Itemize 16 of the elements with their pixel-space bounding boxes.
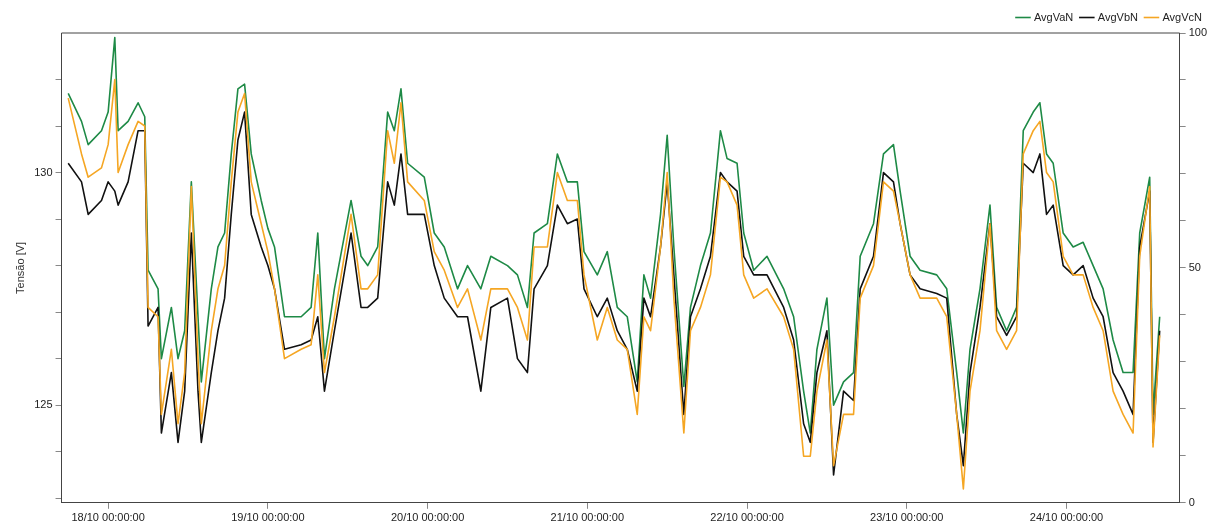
- y-tick-label: 130: [34, 165, 53, 178]
- x-tick-label: 20/10 00:00:00: [390, 511, 465, 524]
- y2-tick-label: 0: [1188, 495, 1195, 508]
- y-tick-label: 125: [34, 398, 53, 411]
- x-tick-label: 21/10 00:00:00: [550, 511, 625, 524]
- x-tick-label: 23/10 00:00:00: [870, 511, 944, 524]
- legend-label: AvgVcN: [1162, 10, 1203, 23]
- x-tick-label: 18/10 00:00:00: [71, 511, 145, 524]
- y2-tick-label: 50: [1188, 260, 1201, 273]
- legend-label: AvgVbN: [1097, 10, 1139, 23]
- x-tick-label: 24/10 00:00:00: [1029, 511, 1104, 524]
- x-tick-label: 22/10 00:00:00: [710, 511, 784, 524]
- y2-tick-label: 100: [1188, 26, 1208, 39]
- legend-label: AvgVaN: [1033, 10, 1074, 23]
- y-axis-title: Tensão [V]: [13, 241, 26, 294]
- x-tick-label: 19/10 00:00:00: [231, 511, 305, 524]
